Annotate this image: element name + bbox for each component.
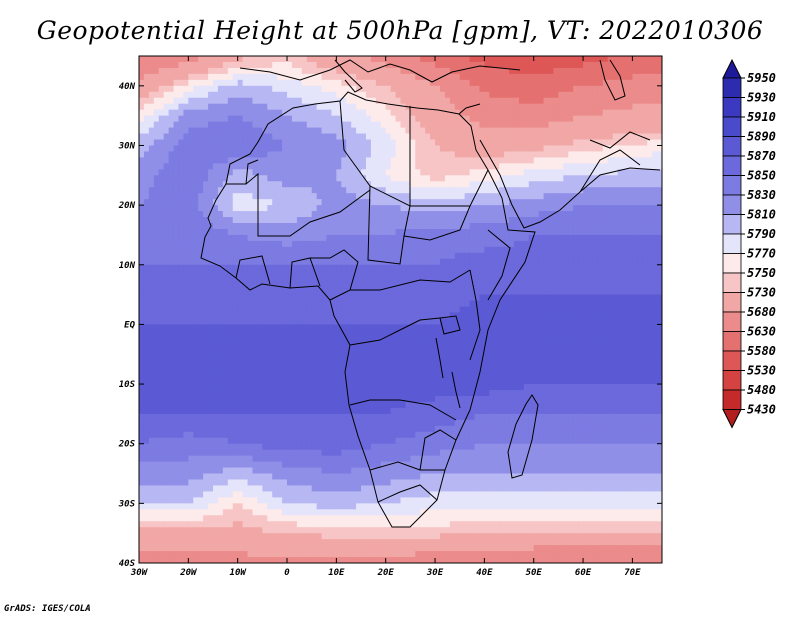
border-niger-chad (367, 185, 411, 265)
colorbar-swatch (722, 370, 742, 391)
colorbar-swatch (722, 253, 742, 274)
lat-tick-label: 10N (119, 261, 136, 271)
colorbar-swatch (722, 116, 742, 137)
border-namibia-botswana (369, 461, 445, 471)
colorbar-swatch (722, 136, 742, 157)
border-congo (349, 317, 441, 346)
colorbar-swatch (722, 175, 742, 196)
lon-tick-label: 20W (179, 568, 198, 578)
lat-tick-label: 40N (119, 82, 136, 92)
lon-tick-label: 60E (575, 568, 592, 578)
colorbar-label: 5950 (747, 71, 776, 85)
lon-tick-label: 10W (230, 568, 248, 578)
plot-frame (138, 55, 663, 564)
border-east (469, 269, 481, 361)
colorbar-swatch (722, 97, 742, 118)
colorbar-label: 5870 (747, 149, 776, 163)
colorbar-label: 5580 (747, 344, 776, 358)
colorbar-label: 5730 (747, 286, 776, 300)
lat-tick-label: EQ (124, 320, 135, 330)
border-horn (487, 229, 511, 301)
colorbar-swatch (722, 311, 742, 332)
height-field (139, 56, 662, 563)
border-west-sahara (226, 159, 259, 185)
border-west-coast-states (235, 255, 321, 289)
colorbar-label: 5770 (747, 247, 776, 261)
colorbar-label: 5680 (747, 305, 776, 319)
lat-tick-label: 30S (118, 499, 136, 509)
lake-malawi (451, 371, 461, 409)
colorbar-top-arrow (722, 58, 742, 79)
colorbar-label: 5430 (747, 403, 776, 417)
colorbar-swatch (722, 272, 742, 293)
colorbar-label: 5480 (747, 383, 776, 397)
lon-tick-label: 30E (426, 568, 444, 578)
colorbar-label: 5830 (747, 188, 776, 202)
arabian-coast (579, 149, 641, 193)
colorbar: 5950 5930 5910 5890 5870 5850 5830 5810 5790 5770… (722, 58, 776, 429)
colorbar-bottom-arrow (722, 409, 742, 429)
red-sea-east-coast (479, 139, 661, 229)
colorbar-label: 5630 (747, 325, 776, 339)
border-sudan (403, 169, 489, 241)
grads-credit: GrADS: IGES/COLA (4, 604, 91, 614)
colorbar-label: 5850 (747, 169, 776, 183)
colorbar-label: 5530 (747, 364, 776, 378)
colorbar-swatch (722, 350, 742, 371)
africa-coastline (200, 91, 536, 528)
colorbar-label: 5750 (747, 266, 776, 280)
lon-tick-label: 20E (377, 568, 395, 578)
colorbar-swatch (722, 331, 742, 352)
colorbar-swatch (722, 389, 742, 410)
sinai-coast (458, 103, 481, 115)
border-central-africa (329, 269, 471, 301)
lon-tick-label: 10E (328, 568, 345, 578)
border-mali-mauritania (245, 172, 371, 237)
lake-tanganyika (435, 337, 444, 379)
border-nigeria (310, 249, 359, 291)
colorbar-swatch (722, 292, 742, 313)
colorbar-swatch (722, 233, 742, 254)
colorbar-swatch (722, 77, 742, 98)
colorbar-label: 5890 (747, 130, 776, 144)
coastlines-borders (200, 59, 661, 528)
lat-tick-label: 10S (119, 380, 136, 390)
colorbar-swatch (722, 194, 742, 215)
border-mozambique (419, 429, 457, 471)
border-angola-zambia (349, 399, 457, 421)
lake-victoria (439, 315, 461, 335)
lon-tick-label: 70E (624, 568, 641, 578)
border-south-africa (377, 484, 438, 503)
axis-ticks: 30W 20W 10W 0 10E 20E 30E 40E 50E 60E 70E 40N 30N 20N… (118, 56, 662, 578)
colorbar-label: 5930 (747, 91, 776, 105)
colorbar-swatch (722, 214, 742, 235)
gulf-coast (589, 131, 651, 149)
lon-tick-label: 50E (526, 568, 543, 578)
colorbar-label: 5910 (747, 110, 776, 124)
colorbar-label: 5810 (747, 208, 776, 222)
madagascar-coastline (507, 394, 539, 479)
lon-tick-label: 30W (130, 568, 149, 578)
chart-title: Geopotential Height at 500hPa [gpm], VT:… (36, 16, 764, 45)
lat-tick-label: 30N (118, 141, 136, 151)
lon-tick-label: 0 (284, 568, 290, 578)
colorbar-swatch (722, 155, 742, 176)
colorbar-label: 5790 (747, 227, 776, 241)
caspian-coast (599, 59, 626, 101)
lat-tick-label: 20S (118, 440, 136, 450)
italy-coast (334, 59, 363, 93)
lon-tick-label: 40E (476, 568, 493, 578)
lat-tick-label: 20N (118, 201, 136, 211)
lat-tick-label: 40S (119, 559, 136, 569)
mediterranean-north-coast (239, 59, 521, 83)
